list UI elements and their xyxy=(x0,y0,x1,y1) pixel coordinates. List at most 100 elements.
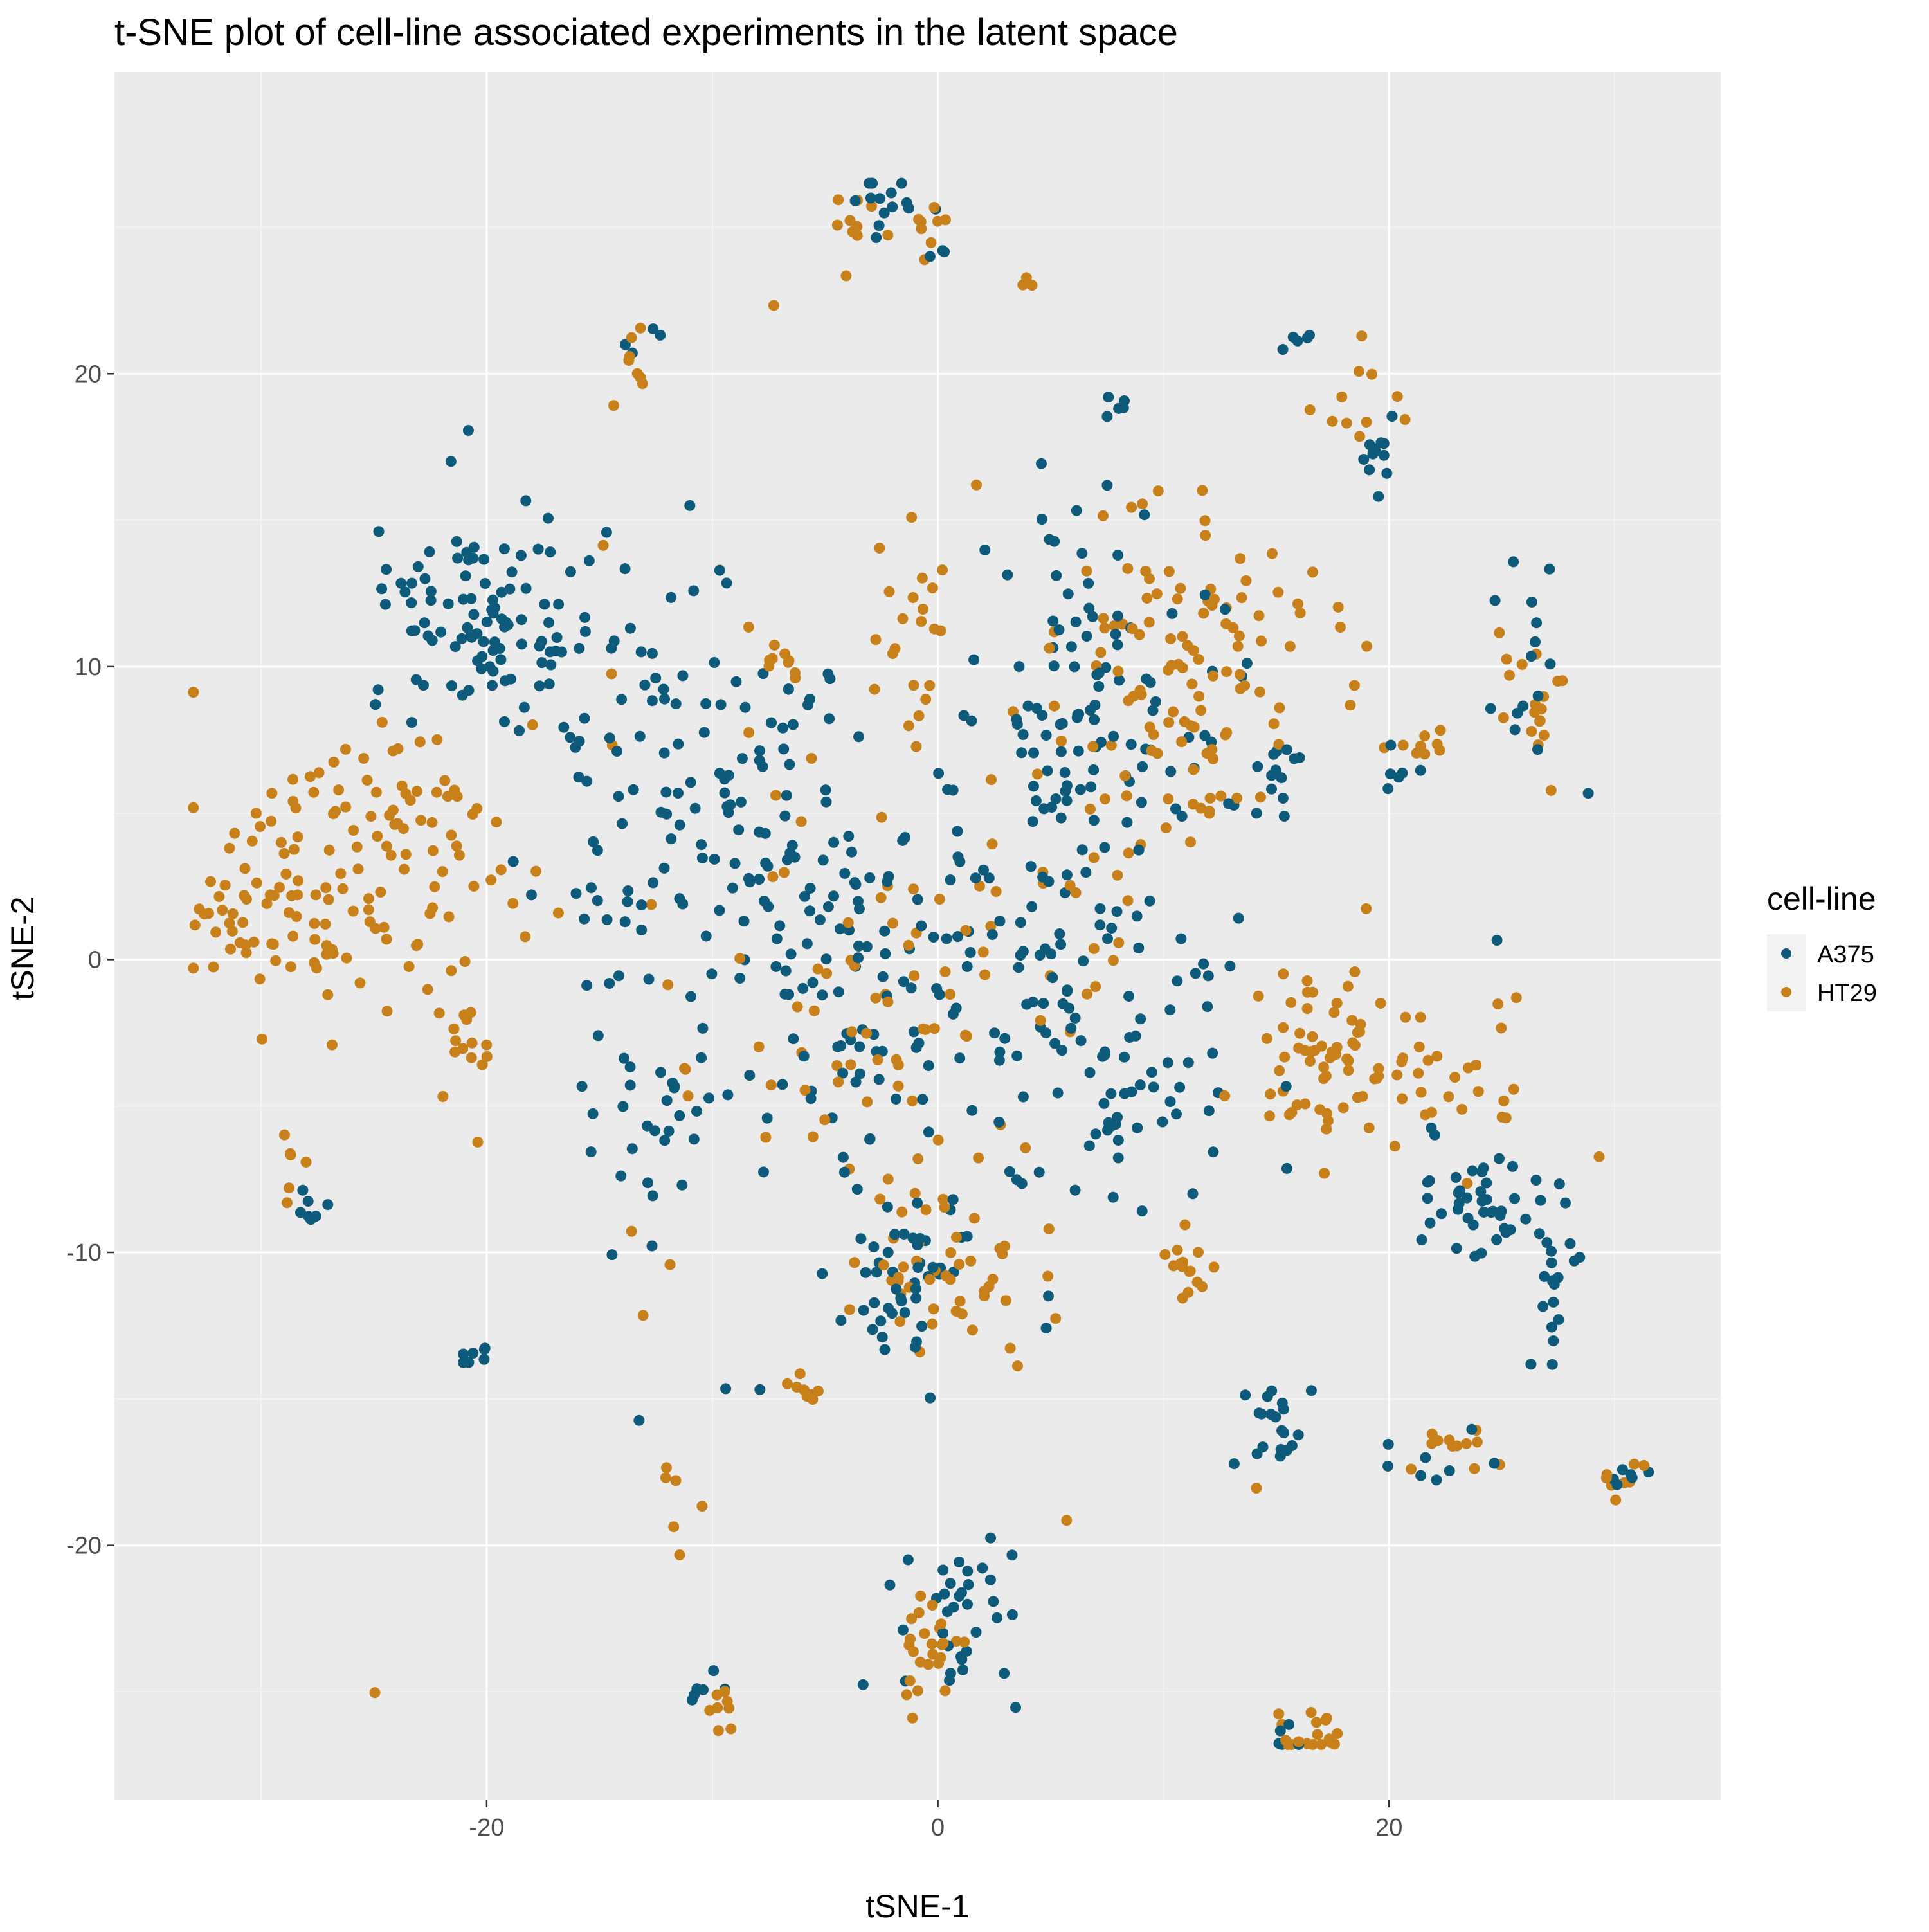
point-a375 xyxy=(977,1562,988,1574)
y-tick-label: 20 xyxy=(75,361,102,388)
point-a375 xyxy=(875,1315,887,1327)
point-ht29 xyxy=(939,966,951,977)
point-ht29 xyxy=(1144,573,1155,584)
point-ht29 xyxy=(1534,716,1545,727)
point-a375 xyxy=(1469,1250,1481,1262)
point-a375 xyxy=(1453,1198,1465,1209)
point-ht29 xyxy=(912,1153,924,1164)
point-ht29 xyxy=(1348,680,1360,691)
point-a375 xyxy=(634,730,646,742)
point-ht29 xyxy=(767,871,779,883)
point-a375 xyxy=(822,901,834,912)
point-ht29 xyxy=(1391,1069,1403,1081)
point-a375 xyxy=(1150,696,1161,707)
point-ht29 xyxy=(1335,622,1346,633)
point-a375 xyxy=(1026,901,1038,912)
point-a375 xyxy=(721,577,732,589)
point-a375 xyxy=(1537,1301,1549,1312)
point-a375 xyxy=(1013,962,1024,973)
point-a375 xyxy=(619,1052,629,1064)
point-ht29 xyxy=(1064,880,1076,891)
point-a375 xyxy=(673,738,684,750)
point-a375 xyxy=(1451,1243,1462,1254)
point-ht29 xyxy=(831,1060,843,1071)
point-ht29 xyxy=(1173,658,1184,670)
point-ht29 xyxy=(1638,1459,1650,1471)
point-a375 xyxy=(703,1092,714,1104)
point-a375 xyxy=(449,641,461,653)
point-ht29 xyxy=(723,1702,735,1714)
point-ht29 xyxy=(466,1037,478,1049)
point-ht29 xyxy=(680,1063,691,1075)
point-a375 xyxy=(685,777,696,788)
point-ht29 xyxy=(719,1686,730,1697)
point-ht29 xyxy=(907,1095,918,1106)
point-a375 xyxy=(898,976,909,988)
point-a375 xyxy=(1073,745,1084,757)
point-a375 xyxy=(1509,1193,1520,1204)
point-ht29 xyxy=(1326,1737,1337,1749)
point-a375 xyxy=(410,674,422,685)
point-ht29 xyxy=(833,194,844,206)
point-a375 xyxy=(1546,1257,1557,1268)
legend-marker-a375 xyxy=(1781,948,1791,959)
point-ht29 xyxy=(363,893,374,905)
point-a375 xyxy=(419,573,431,584)
point-a375 xyxy=(758,1166,769,1178)
point-a375 xyxy=(399,586,411,598)
point-ht29 xyxy=(481,1051,493,1062)
point-ht29 xyxy=(1279,1051,1291,1063)
point-ht29 xyxy=(637,378,648,390)
point-ht29 xyxy=(1004,1342,1016,1354)
point-ht29 xyxy=(1434,745,1445,756)
point-a375 xyxy=(1564,1238,1576,1249)
point-ht29 xyxy=(376,716,388,728)
point-a375 xyxy=(658,747,670,759)
point-a375 xyxy=(941,1606,953,1618)
point-a375 xyxy=(663,1125,675,1137)
point-ht29 xyxy=(311,962,322,974)
point-ht29 xyxy=(808,1005,820,1016)
point-a375 xyxy=(606,1249,618,1261)
point-a375 xyxy=(1305,1385,1317,1396)
point-a375 xyxy=(1270,764,1281,776)
point-a375 xyxy=(778,743,790,755)
point-ht29 xyxy=(1253,610,1265,622)
point-a375 xyxy=(648,323,659,335)
point-a375 xyxy=(1520,1213,1532,1225)
point-ht29 xyxy=(696,1501,708,1512)
point-ht29 xyxy=(288,844,300,855)
point-ht29 xyxy=(224,917,235,929)
point-a375 xyxy=(817,854,829,866)
point-a375 xyxy=(461,546,473,558)
point-ht29 xyxy=(1373,1063,1384,1074)
y-tick-label: -20 xyxy=(66,1533,102,1560)
point-ht29 xyxy=(1185,836,1196,848)
point-ht29 xyxy=(1426,1428,1438,1440)
point-a375 xyxy=(1277,793,1289,804)
point-ht29 xyxy=(1280,1735,1292,1746)
point-ht29 xyxy=(246,835,258,847)
point-ht29 xyxy=(768,300,779,311)
point-a375 xyxy=(543,512,554,524)
point-ht29 xyxy=(495,864,507,876)
point-ht29 xyxy=(1312,1729,1323,1740)
x-tick-label: 20 xyxy=(1375,1814,1402,1841)
point-ht29 xyxy=(414,736,426,748)
point-a375 xyxy=(1276,772,1287,784)
point-ht29 xyxy=(404,795,416,806)
point-ht29 xyxy=(1193,654,1204,665)
point-a375 xyxy=(468,609,480,620)
point-a375 xyxy=(966,715,977,727)
point-a375 xyxy=(1061,869,1073,881)
point-ht29 xyxy=(956,1308,968,1320)
point-ht29 xyxy=(205,876,216,887)
point-a375 xyxy=(1055,746,1067,757)
point-a375 xyxy=(1535,1195,1546,1206)
point-ht29 xyxy=(1017,279,1029,291)
point-a375 xyxy=(1075,1035,1087,1047)
point-ht29 xyxy=(1336,391,1348,402)
point-ht29 xyxy=(1419,730,1431,742)
point-a375 xyxy=(1157,1116,1168,1128)
point-a375 xyxy=(805,1093,817,1105)
